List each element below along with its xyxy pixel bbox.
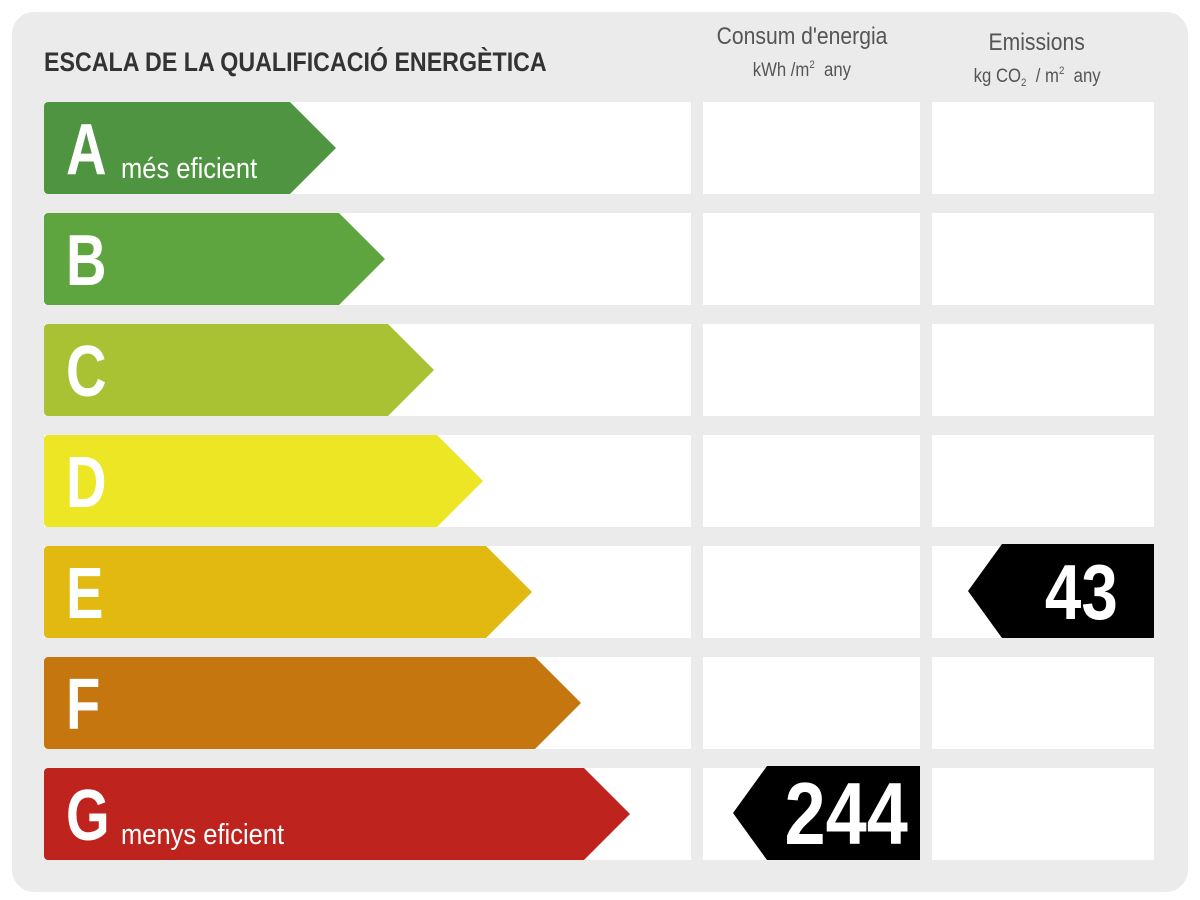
scale-cell-e: E (44, 546, 691, 638)
emissions-rating-tag: 43 (968, 544, 1154, 638)
emissions-column-header: Emissions kg CO2 / m2 any (937, 28, 1137, 96)
page-title: ESCALA DE LA QUALIFICACIÓ ENERGÈTICA (44, 47, 547, 77)
grade-letter: E (66, 554, 104, 634)
consumption-cell-b (703, 213, 920, 305)
consumption-column-header: Consum d'energia kWh /m2 any (702, 22, 902, 84)
consumption-unit-prefix: kWh /m (752, 60, 810, 81)
emissions-title: Emissions (988, 29, 1086, 56)
grade-letter: C (66, 332, 107, 412)
consumption-cell-a (703, 102, 920, 194)
consumption-unit-sup: 2 (809, 59, 815, 71)
grade-description: menys eficient (121, 819, 285, 851)
scale-cell-c: C (44, 324, 691, 416)
scale-cell-d: D (44, 435, 691, 527)
consumption-unit-suffix: any (824, 60, 852, 81)
grade-letter: A (66, 110, 107, 190)
consumption-cell-d (703, 435, 920, 527)
consumption-unit: kWh /m2 any (753, 52, 851, 84)
scale-cell-b: B (44, 213, 691, 305)
emissions-rating-value: 43 (1045, 548, 1118, 636)
grade-letter: F (66, 665, 101, 745)
scale-cell-f: F (44, 657, 691, 749)
grade-arrow-e: E (44, 546, 532, 638)
emissions-cell-e: 43 (932, 544, 1154, 638)
grade-arrow-c: C (44, 324, 434, 416)
grade-letter: D (66, 443, 107, 523)
emissions-unit-sup: 2 (1058, 65, 1065, 77)
consumption-cell-g: 244 (703, 766, 920, 860)
emissions-cell-d (932, 435, 1154, 527)
emissions-unit-b: / m (1035, 66, 1059, 87)
consumption-cell-c (703, 324, 920, 416)
emissions-cell-c (932, 324, 1154, 416)
emissions-unit-c: any (1073, 66, 1101, 87)
grade-letter: B (66, 221, 107, 301)
emissions-cell-a (932, 102, 1154, 194)
consumption-cell-e (703, 546, 920, 638)
emissions-cell-b (932, 213, 1154, 305)
emissions-unit-a: kg CO (973, 66, 1021, 87)
grade-arrow-b: B (44, 213, 385, 305)
emissions-unit-sub: 2 (1020, 77, 1027, 89)
grade-arrow-f: F (44, 657, 581, 749)
consumption-rating-tag: 244 (733, 766, 920, 860)
emissions-cell-f (932, 657, 1154, 749)
grade-letter: G (66, 776, 110, 856)
grade-arrow-d: D (44, 435, 483, 527)
consumption-title: Consum d'energia (716, 23, 888, 50)
grade-description: més eficient (121, 153, 258, 185)
consumption-rating-value: 244 (784, 764, 908, 863)
emissions-cell-g (932, 768, 1154, 860)
consumption-cell-f (703, 657, 920, 749)
emissions-unit: kg CO2 / m2 any (974, 58, 1101, 96)
